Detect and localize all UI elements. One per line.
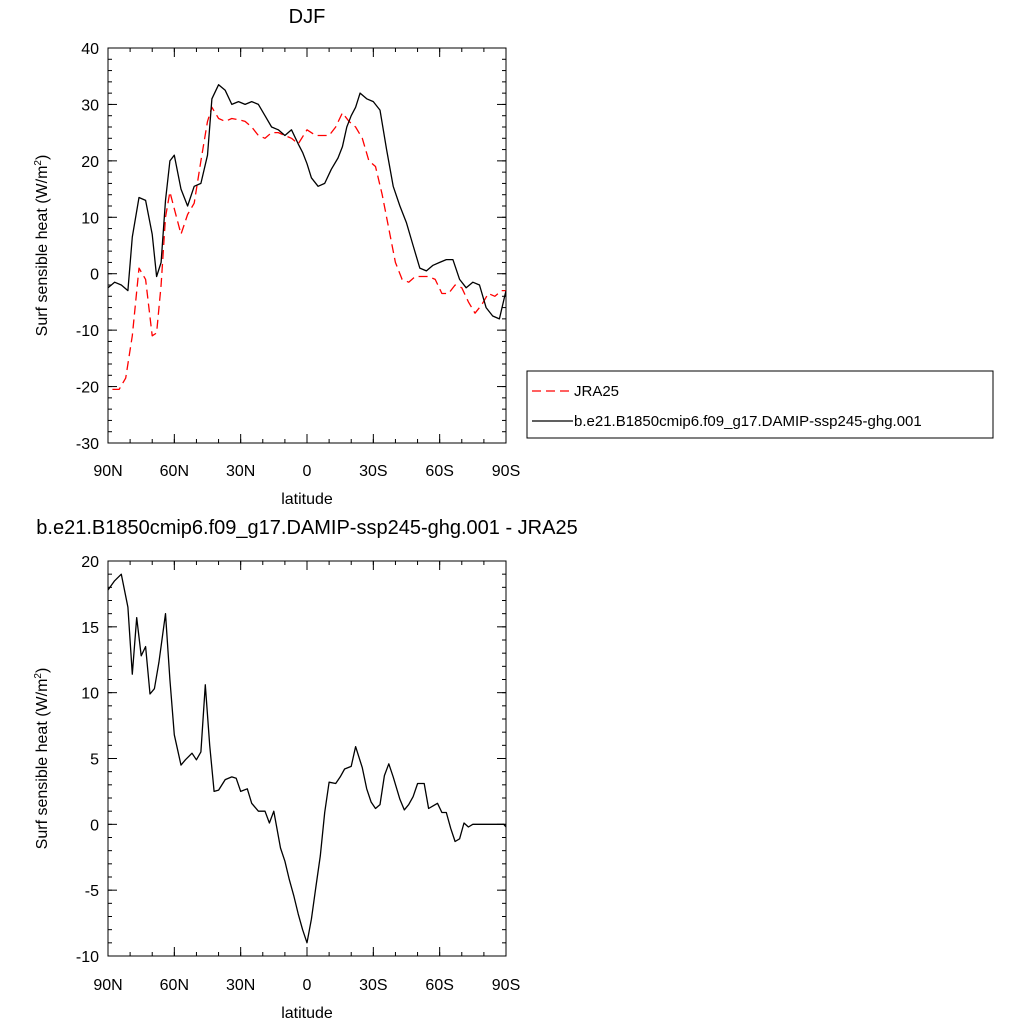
chart-panel-1: DJF -30 -20 -10 0 10 20 30 40 90N 60N 30N 0 30S 60S 90S… (33, 6, 994, 508)
plot-frame (107, 560, 507, 957)
y-tick-label: 20 (81, 154, 99, 171)
y-tick-label: 10 (81, 210, 99, 227)
y-tick-label: -30 (76, 436, 99, 453)
y-tick-label: 10 (81, 686, 99, 703)
x-axis-label: latitude (281, 1005, 333, 1022)
x-tick-label: 0 (303, 463, 312, 480)
plot-frame (107, 47, 507, 444)
x-tick-label: 90N (93, 463, 122, 480)
y-axis-label: Surf sensible heat (W/m2) (33, 155, 51, 337)
y-tick-label: -10 (76, 323, 99, 340)
chart-title: DJF (289, 6, 326, 28)
series-line-2 (108, 84, 506, 320)
x-tick-label: 60S (425, 977, 453, 994)
y-tick-label: -10 (76, 949, 99, 966)
legend-label: JRA25 (574, 383, 619, 400)
x-axis-label: latitude (281, 491, 333, 508)
series-line-1 (108, 573, 506, 944)
x-tick-label: 60N (160, 463, 189, 480)
x-tick-label: 60N (160, 977, 189, 994)
y-axis-label: Surf sensible heat (W/m2) (33, 668, 51, 850)
legend: JRA25 b.e21.B1850cmip6.f09_g17.DAMIP-ssp2… (526, 370, 994, 439)
y-tick-label: 5 (90, 752, 99, 769)
y-tick-label: 0 (90, 817, 99, 834)
series-line-1 (112, 106, 506, 391)
x-tick-label: 30N (226, 463, 255, 480)
x-tick-label: 30S (359, 977, 387, 994)
x-tick-label: 60S (425, 463, 453, 480)
legend-label: b.e21.B1850cmip6.f09_g17.DAMIP-ssp245-gh… (574, 413, 922, 430)
y-tick-label: 15 (81, 620, 99, 637)
y-tick-label: 40 (81, 41, 99, 58)
y-tick-label: 30 (81, 97, 99, 114)
x-tick-label: 30N (226, 977, 255, 994)
chart-title: b.e21.B1850cmip6.f09_g17.DAMIP-ssp245-gh… (36, 517, 577, 539)
legend-box (526, 370, 994, 439)
x-tick-label: 90S (492, 463, 520, 480)
y-tick-label: -5 (85, 883, 99, 900)
chart-panel-2: b.e21.B1850cmip6.f09_g17.DAMIP-ssp245-gh… (33, 517, 578, 1022)
y-tick-label: 20 (81, 554, 99, 571)
y-tick-label: -20 (76, 380, 99, 397)
y-tick-label: 0 (90, 267, 99, 284)
x-tick-label: 90S (492, 977, 520, 994)
x-tick-label: 30S (359, 463, 387, 480)
x-tick-label: 0 (303, 977, 312, 994)
x-tick-label: 90N (93, 977, 122, 994)
